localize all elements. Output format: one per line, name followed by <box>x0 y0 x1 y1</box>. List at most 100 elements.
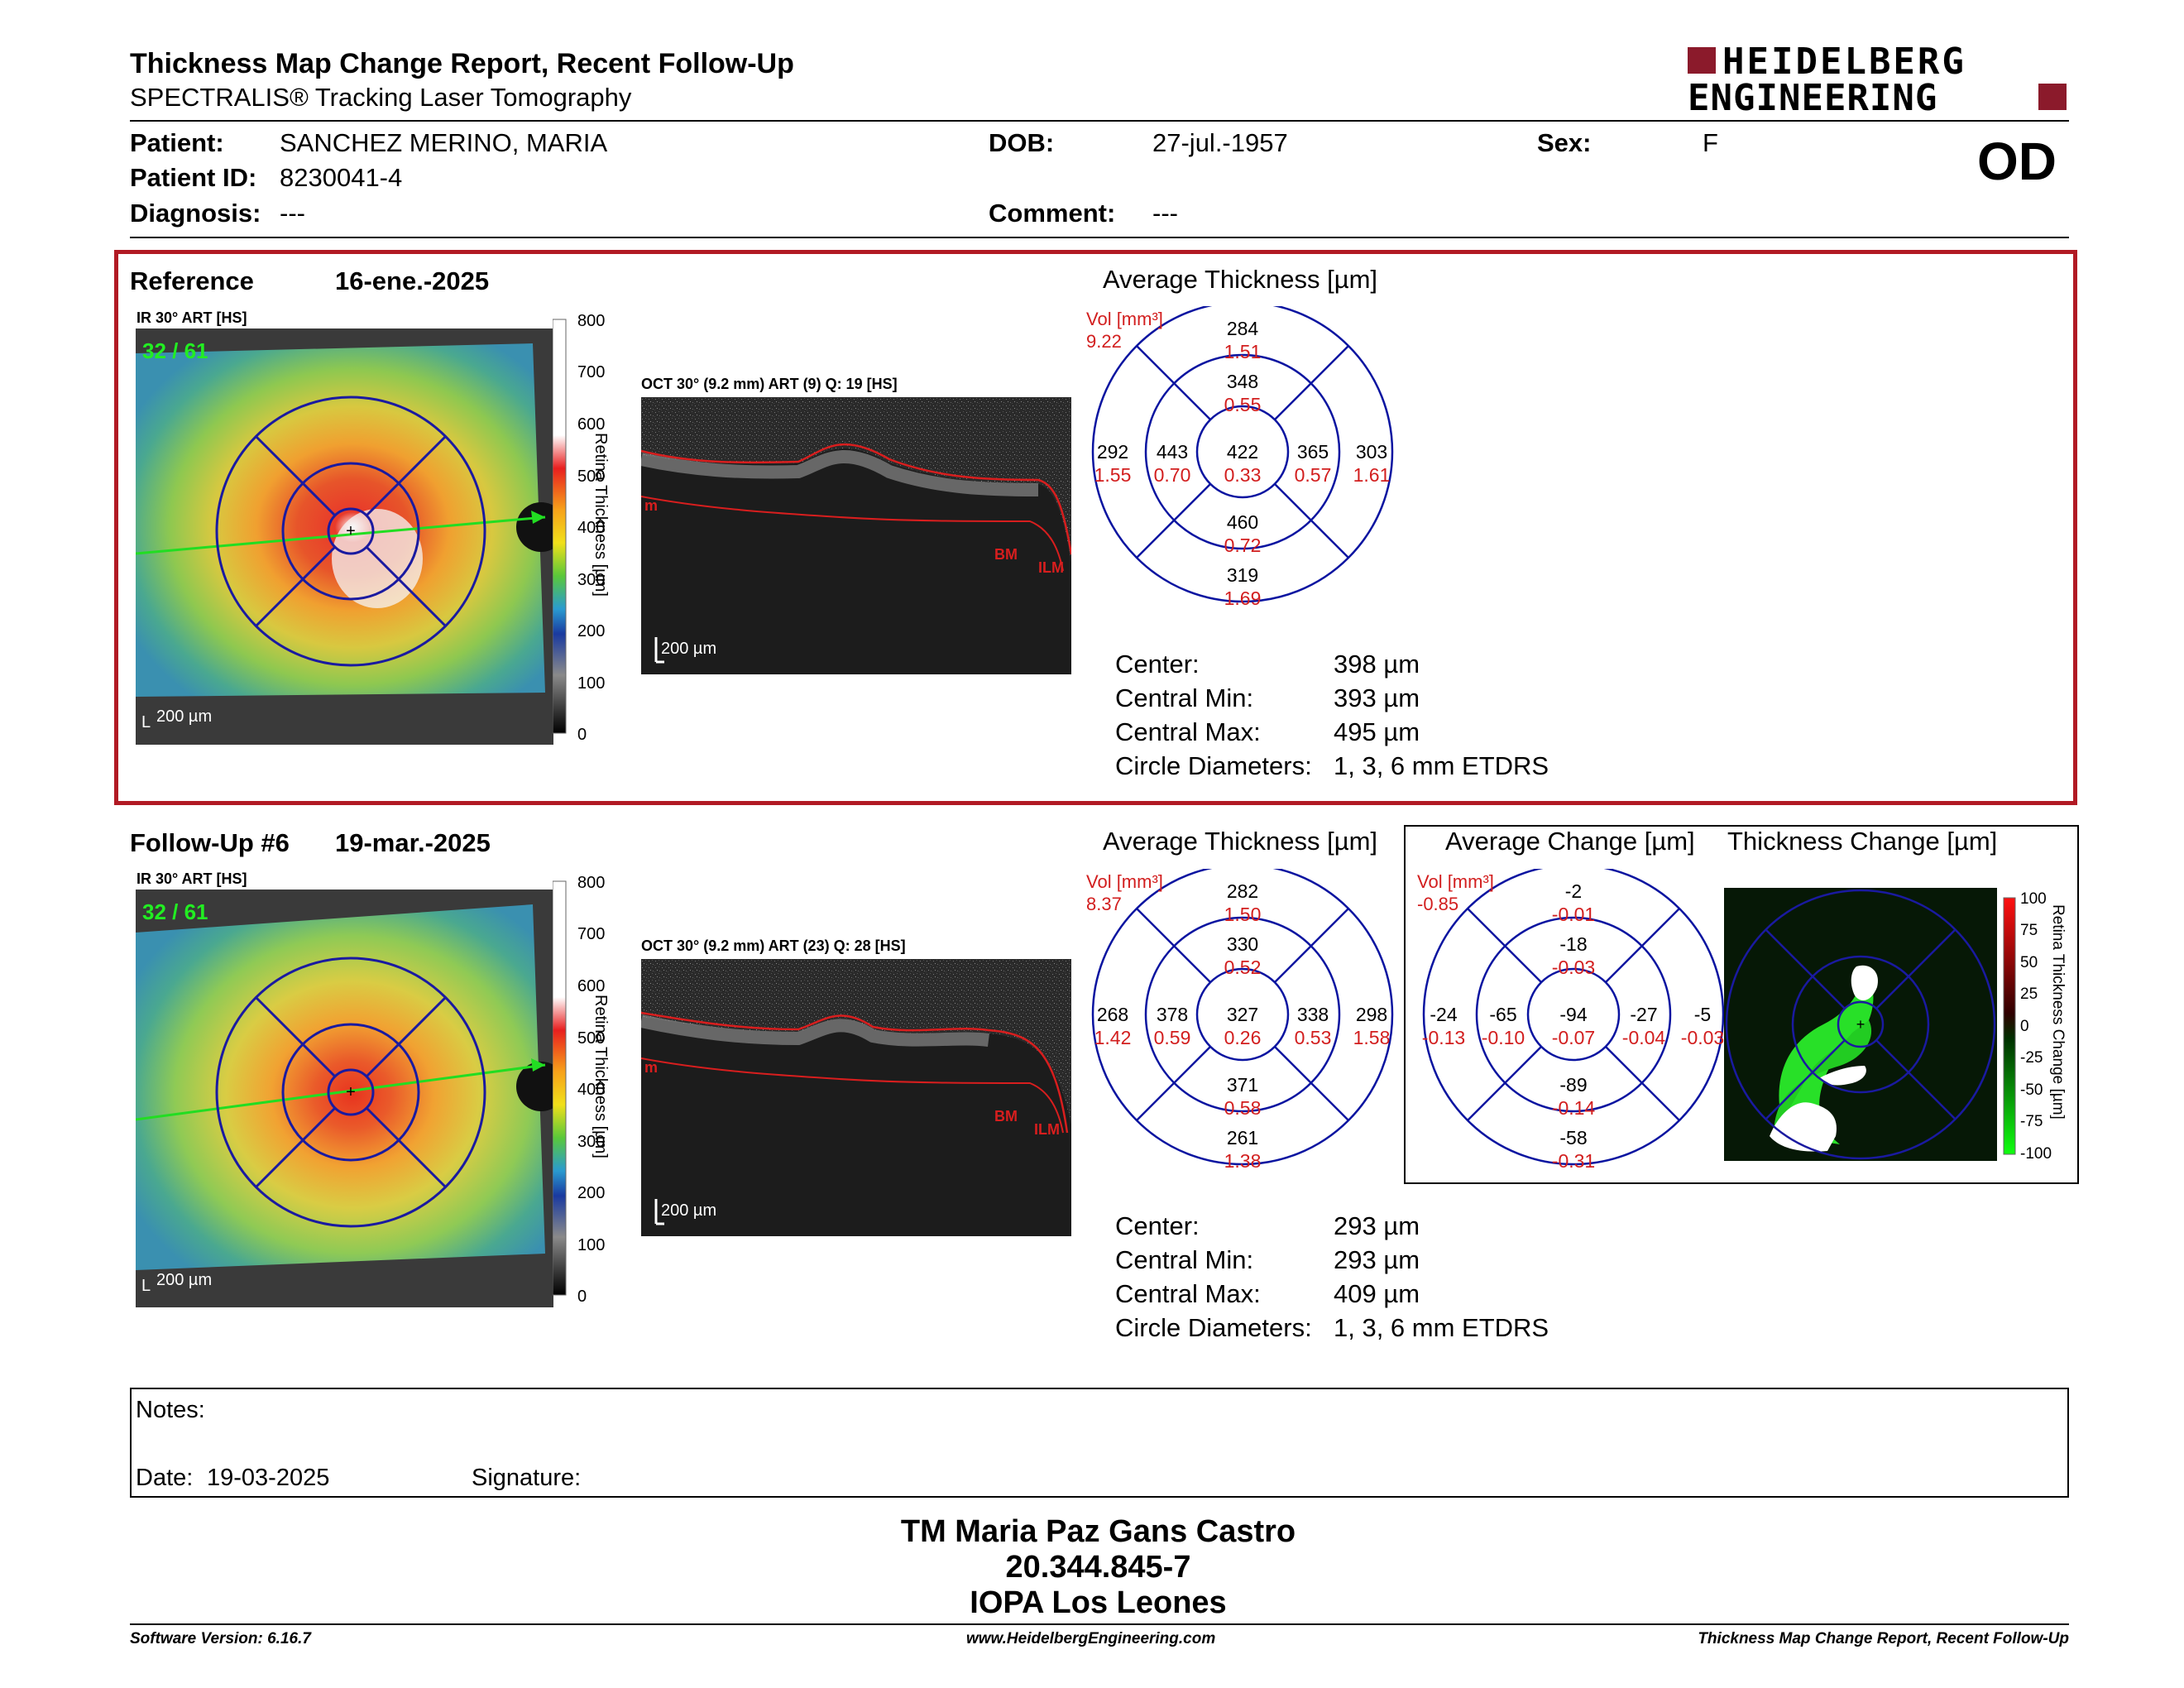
change-nas-inner-vol: -0.04 <box>1622 1027 1666 1048</box>
ref-center-label: Center: <box>1115 650 1200 679</box>
fu-layer-ilm: ILM <box>1034 1121 1060 1138</box>
change-inf-outer: -58 <box>1559 1127 1587 1149</box>
fu-temp-outer: 268 <box>1097 1004 1128 1025</box>
ref-scale-tick-500: 500 <box>577 468 605 486</box>
fu-ir-counter: 32 / 61 <box>142 899 208 924</box>
ref-scale-tick-200: 200 <box>577 622 605 640</box>
patient-id: 8230041-4 <box>280 163 403 192</box>
svg-text:+: + <box>346 1083 356 1101</box>
fu-scale-tick-500: 500 <box>577 1029 605 1048</box>
fu-ir-scale: 200 µm <box>156 1271 212 1289</box>
notes-date-value: 19-03-2025 <box>207 1465 330 1491</box>
followup-date: 19-mar.-2025 <box>335 828 491 857</box>
fu-vol-total: 8.37 <box>1086 894 1122 914</box>
fu-scale-tick-700: 700 <box>577 925 605 943</box>
fu-max-label: Central Max: <box>1115 1279 1261 1308</box>
fu-inf-outer-vol: 1.38 <box>1224 1150 1262 1172</box>
ref-vol-total: 9.22 <box>1086 331 1122 352</box>
fu-diam-label: Circle Diameters: <box>1115 1313 1312 1342</box>
ref-nas-inner: 365 <box>1297 441 1329 463</box>
ref-sup-inner-vol: 0.55 <box>1224 394 1262 415</box>
report-subtitle: SPECTRALIS® Tracking Laser Tomography <box>130 83 632 112</box>
fu-sup-inner-vol: 0.52 <box>1224 957 1262 978</box>
change-scale-tick-50: 50 <box>2020 954 2038 971</box>
comment-label: Comment: <box>989 199 1116 228</box>
fu-scale-tick-100: 100 <box>577 1236 605 1254</box>
ref-nas-outer-vol: 1.61 <box>1353 464 1391 486</box>
footer-report-name: Thickness Map Change Report, Recent Foll… <box>1698 1630 2069 1647</box>
logo-square-top <box>1688 47 1716 74</box>
fu-nas-outer: 298 <box>1356 1004 1387 1025</box>
change-scale-title: Retina Thickness Change [µm] <box>2049 904 2067 1120</box>
fu-avg-title: Average Thickness [µm] <box>1103 827 1378 856</box>
fu-temp-inner-vol: 0.59 <box>1154 1027 1191 1048</box>
signer-institution: IOPA Los Leones <box>970 1585 1227 1620</box>
ref-ir-counter: 32 / 61 <box>142 338 208 363</box>
website-link[interactable]: www.HeidelbergEngineering.com <box>966 1630 1216 1647</box>
header-divider <box>130 120 2069 122</box>
fu-oct-scale: 200 µm <box>661 1201 716 1220</box>
change-scale-tick-m75: -75 <box>2020 1113 2043 1130</box>
change-scale-tick-m50: -50 <box>2020 1081 2043 1099</box>
diagnosis-label: Diagnosis: <box>130 199 261 228</box>
ref-vol-label: Vol [mm³] <box>1086 309 1163 329</box>
patient-label: Patient: <box>130 128 224 157</box>
fu-oct-bscan: ILM BM m 200 µm <box>641 959 1071 1236</box>
change-scale-tick-25: 25 <box>2020 985 2038 1003</box>
fu-scale-title: Retina Thickness [µm] <box>592 995 610 1158</box>
change-inf-inner-vol: -0.14 <box>1552 1097 1596 1119</box>
change-sup-inner: -18 <box>1559 933 1587 955</box>
change-nas-outer-vol: -0.03 <box>1681 1027 1724 1048</box>
footer-divider <box>130 1623 2069 1625</box>
ref-center-vol: 0.33 <box>1224 464 1262 486</box>
comment-value: --- <box>1152 199 1178 228</box>
software-version: Software Version: 6.16.7 <box>130 1630 311 1647</box>
change-center-vol: -0.07 <box>1552 1027 1595 1048</box>
fu-max-value: 409 µm <box>1334 1279 1420 1308</box>
fu-thickness-scale: 800 700 600 500 400 300 200 100 0 Retina… <box>553 875 610 1305</box>
logo-square-bottom <box>2038 84 2067 110</box>
ref-temp-inner-vol: 0.70 <box>1154 464 1191 486</box>
fu-center: 327 <box>1227 1004 1258 1025</box>
fu-inf-inner: 371 <box>1227 1074 1258 1096</box>
ref-nas-outer: 303 <box>1356 441 1387 463</box>
ref-avg-title: Average Thickness [µm] <box>1103 265 1378 294</box>
notes-box[interactable] <box>130 1388 2069 1498</box>
fu-thickness-map: + 32 / 61 200 µm L <box>136 890 553 1307</box>
change-avg-title: Average Change [µm] <box>1445 827 1695 856</box>
ref-thickness-scale: 800 700 600 500 400 300 200 100 0 Retina… <box>553 313 610 743</box>
change-panel <box>1404 825 2079 1184</box>
eye-indicator: OD <box>1977 132 2057 191</box>
ref-oct-bscan: ILM BM m 200 µm <box>641 397 1071 674</box>
change-nas-outer: -5 <box>1694 1004 1711 1025</box>
ref-temp-outer-vol: 1.55 <box>1094 464 1132 486</box>
change-sup-outer-vol: -0.01 <box>1552 904 1595 925</box>
change-inf-inner: -89 <box>1559 1074 1587 1096</box>
ref-ir-label: IR 30° ART [HS] <box>136 309 247 326</box>
ref-layer-m: m <box>644 497 658 514</box>
fu-scale-tick-200: 200 <box>577 1184 605 1202</box>
ref-max-value: 495 µm <box>1334 717 1420 746</box>
ref-thickness-map: + 32 / 61 200 µm L <box>136 328 553 745</box>
ref-sup-inner: 348 <box>1227 371 1258 392</box>
ref-layer-ilm: ILM <box>1038 559 1064 576</box>
dob-label: DOB: <box>989 128 1055 157</box>
fu-scale-tick-600: 600 <box>577 977 605 995</box>
fu-scale-tick-300: 300 <box>577 1133 605 1151</box>
fu-scale-tick-800: 800 <box>577 875 605 892</box>
fu-temp-inner: 378 <box>1157 1004 1188 1025</box>
fu-sup-outer-vol: 1.50 <box>1224 904 1262 925</box>
reference-label: Reference <box>130 266 254 295</box>
svg-text:+: + <box>346 522 356 540</box>
change-vol-total: -0.85 <box>1417 894 1458 914</box>
logo-text-2: ENGINEERING <box>1688 77 1938 119</box>
fu-scale-tick-0: 0 <box>577 1288 587 1305</box>
change-map-title: Thickness Change [µm] <box>1727 827 1998 856</box>
change-scale-tick-75: 75 <box>2020 922 2038 939</box>
sex-value: F <box>1703 128 1718 157</box>
change-center: -94 <box>1559 1004 1587 1025</box>
notes-date-label: Date: <box>136 1465 194 1491</box>
ref-scale-tick-600: 600 <box>577 415 605 434</box>
fu-center-label: Center: <box>1115 1211 1200 1240</box>
fu-center-value: 293 µm <box>1334 1211 1420 1240</box>
